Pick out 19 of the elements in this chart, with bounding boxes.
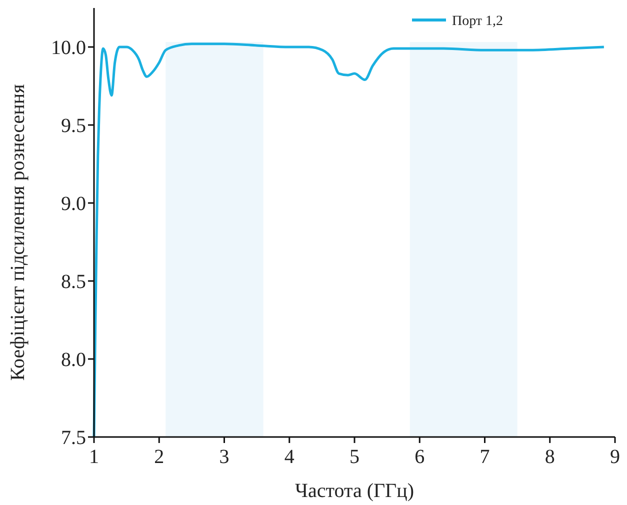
x-tick-label: 9 bbox=[610, 446, 620, 468]
x-tick-label: 3 bbox=[219, 446, 230, 468]
line-series bbox=[92, 42, 606, 438]
y-tick-label: 7.5 bbox=[61, 427, 86, 449]
x-tick-label: 8 bbox=[544, 446, 555, 468]
y-tick-label: 10.0 bbox=[51, 37, 86, 59]
y-tick-label: 8.5 bbox=[61, 271, 86, 293]
x-tick-label: 6 bbox=[414, 446, 425, 468]
x-tick-label: 1 bbox=[89, 446, 99, 468]
x-tick-label: 4 bbox=[284, 446, 294, 468]
x-axis-title: Частота (ГГц) bbox=[295, 480, 414, 502]
y-tick-label: 8.0 bbox=[61, 349, 86, 371]
legend-label: Порт 1,2 bbox=[452, 14, 504, 29]
x-tick-label: 7 bbox=[480, 446, 490, 468]
x-tick-label: 2 bbox=[154, 446, 164, 468]
y-tick-label: 9.5 bbox=[61, 115, 86, 137]
y-tick-label: 9.0 bbox=[61, 193, 86, 215]
y-axis-title: Коефіцієнт підсилення рознесення bbox=[7, 84, 29, 381]
x-tick-label: 5 bbox=[350, 446, 360, 468]
